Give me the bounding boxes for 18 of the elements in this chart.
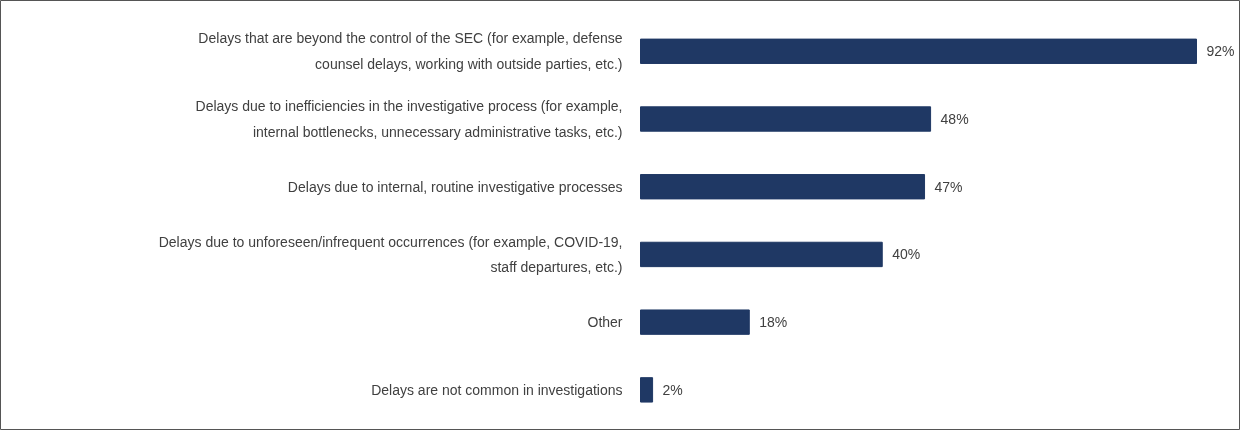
bar <box>640 241 883 268</box>
y-tick-label: Delays that are beyond the control of the SEC (for example, defense counsel delays, working with outside parties, etc.) <box>198 30 623 73</box>
bar <box>640 174 926 200</box>
data-label: 47% <box>934 178 963 195</box>
data-label: 92% <box>1206 43 1235 60</box>
y-tick-label: Delays due to internal, routine investigative processes <box>287 178 623 195</box>
y-tick-label: Other <box>587 314 623 331</box>
data-label: 48% <box>940 111 969 127</box>
y-tick-label: Delays due to unforeseen/infrequent occurrences (for example, COVID-19, staff departures, etc.) <box>158 233 623 276</box>
data-label: 18% <box>759 314 788 331</box>
bar <box>640 377 654 403</box>
bar <box>640 309 750 335</box>
bar <box>640 106 932 132</box>
y-tick-label: Delays due to inefficiencies in the investigative process (for example, internal bottlenecks, unnecessary administrative tasks, etc.) <box>195 98 623 140</box>
y-tick-label: Delays are not common in investigations <box>371 381 623 398</box>
bar <box>640 38 1197 64</box>
data-label: 40% <box>892 246 921 263</box>
data-label: 2% <box>662 381 683 398</box>
